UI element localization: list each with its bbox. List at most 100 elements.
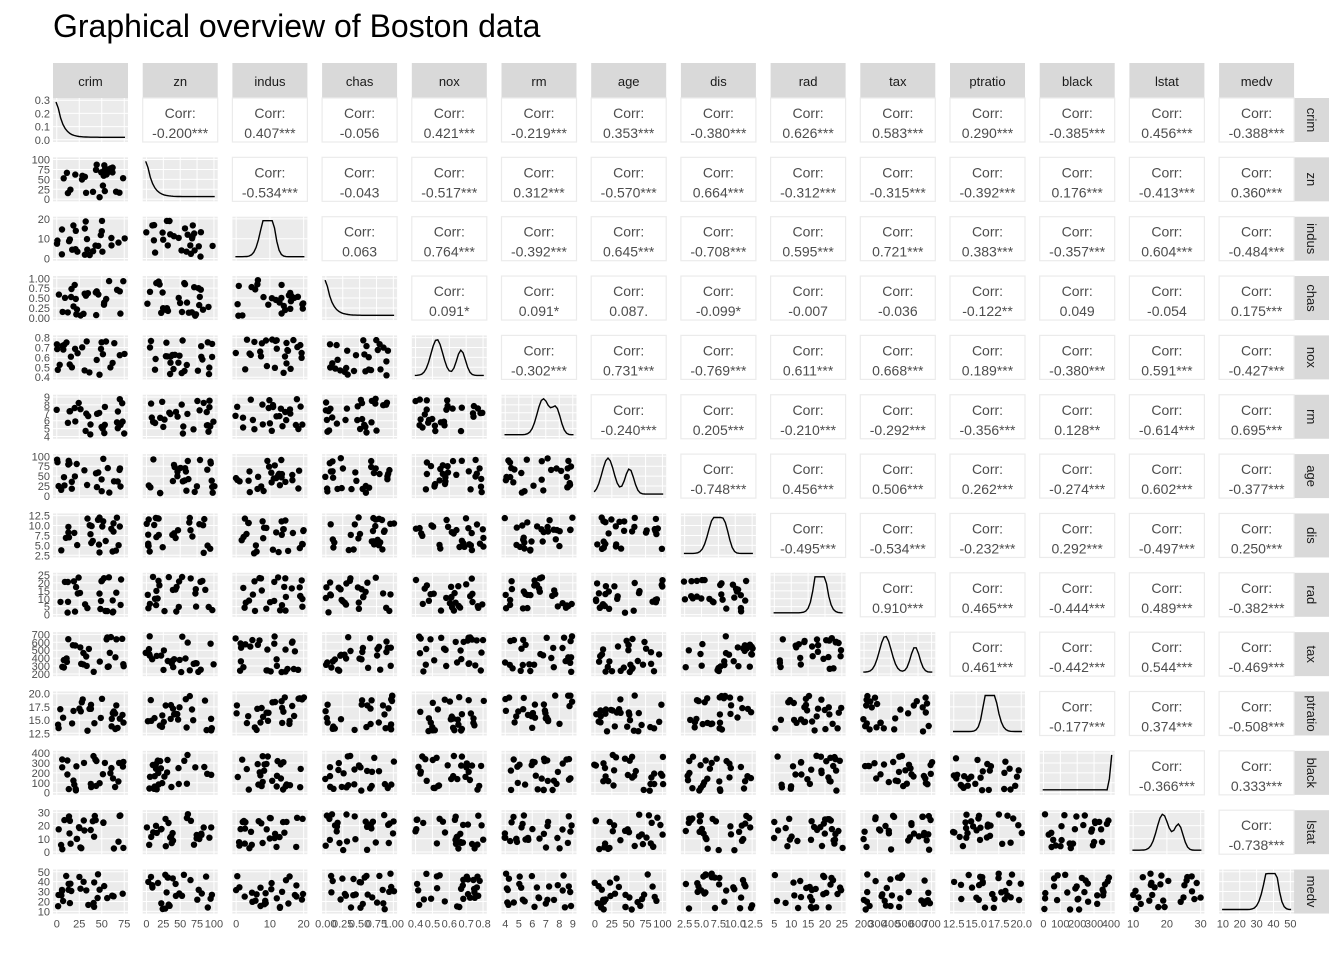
scatter-point [59, 714, 67, 721]
corr-panel-tax-vs-black [1039, 631, 1116, 677]
scatter-point [873, 700, 881, 708]
scatter-point [97, 597, 105, 605]
scatter-point [723, 605, 730, 612]
scatter-point [480, 836, 487, 843]
scatter-point [995, 811, 1003, 818]
scatter-point [826, 711, 833, 718]
scatter-point [279, 423, 286, 430]
scatter-point [143, 229, 150, 236]
scatter-point [196, 407, 203, 414]
scatter-point [260, 293, 267, 301]
scatter-point [979, 768, 986, 775]
strip-top-age [591, 63, 667, 99]
scatter-point [90, 752, 97, 760]
scatter-point [273, 662, 281, 670]
scatter-point [186, 667, 193, 674]
scatter-point [169, 875, 176, 882]
scatter-point [1041, 811, 1049, 818]
scatter-point [730, 658, 737, 665]
scatter-point [864, 692, 871, 700]
scatter-point [178, 308, 186, 316]
scatter-point [369, 818, 377, 825]
y-tick-label-crim: 0.3 [35, 95, 50, 107]
scatter-point [617, 696, 624, 703]
scatter-point [155, 577, 162, 584]
scatter-point [456, 694, 463, 701]
scatter-point [885, 830, 893, 837]
scatter-point [323, 812, 331, 819]
scatter-point [612, 523, 619, 530]
scatter-point [206, 397, 213, 404]
y-tick-label-rm: 9 [44, 392, 50, 404]
scatter-point [794, 837, 801, 845]
scatter-point [457, 427, 465, 435]
scatter-point [121, 235, 128, 242]
scatter-point [187, 527, 194, 534]
density-curve-black [1042, 754, 1113, 791]
scatter-point [245, 519, 252, 527]
scatter-point [170, 711, 178, 718]
corr-value-zn-vs-chas: -0.043 [340, 184, 380, 200]
scatter-point [255, 818, 262, 825]
scatter-point [181, 757, 188, 764]
scatter-point [546, 517, 553, 524]
scatter-point [117, 310, 124, 317]
scatter-point [348, 485, 355, 493]
y-tick-label-medv: 30 [38, 887, 50, 899]
corr-value-nox-vs-rm: -0.302*** [511, 362, 568, 378]
corr-label: Corr: [703, 105, 734, 121]
scatter-point [421, 411, 428, 418]
scatter-point [892, 715, 899, 722]
corr-value-nox-vs-black: -0.380*** [1049, 362, 1106, 378]
y-tick-label-zn: 0 [44, 194, 50, 206]
corr-panel-indus-vs-nox [411, 216, 488, 262]
scatter-point [161, 607, 168, 615]
density-curve-tax [863, 635, 933, 673]
scatter-point [949, 828, 957, 836]
x-tick-label-tax: 600 [909, 919, 927, 931]
scatter-point [283, 416, 290, 424]
scatter-point [282, 478, 289, 486]
scatter-point [1132, 905, 1140, 913]
scatter-point [609, 828, 616, 835]
scatter-point [468, 762, 476, 769]
scatter-point [178, 668, 185, 676]
y-tick-label-age: 50 [38, 471, 50, 483]
scatter-point [650, 668, 658, 675]
scatter-point [234, 403, 241, 410]
scatter-point [104, 894, 111, 902]
x-tick-label-medv: 20 [1234, 919, 1246, 931]
scatter-point [326, 460, 333, 467]
scatter-point [550, 896, 558, 904]
scatter-point [715, 664, 722, 672]
scatter-point [952, 755, 960, 762]
scatter-point [372, 465, 379, 472]
scatter-point [190, 841, 198, 848]
scatter-point [976, 836, 984, 844]
scatter-point [343, 405, 351, 412]
scatter-point [371, 754, 378, 761]
scatter-point [968, 773, 975, 780]
scatter-point [556, 720, 563, 727]
scatter-point [837, 653, 844, 660]
scatter-point [623, 637, 630, 644]
corr-value-zn-vs-rm: 0.312*** [513, 184, 565, 200]
scatter-point [93, 311, 100, 319]
corr-value-indus-vs-chas: 0.063 [342, 244, 377, 260]
scatter-point [960, 784, 967, 791]
scatter-point [464, 821, 472, 828]
corr-value-chas-vs-black: 0.049 [1060, 303, 1095, 319]
scatter-point [271, 364, 279, 371]
scatter-point [237, 640, 244, 647]
x-tick-label-zn: 0 [143, 919, 149, 931]
scatter-point [437, 465, 444, 473]
scatter-point [174, 527, 182, 534]
scatter-point [441, 696, 448, 703]
scatter-point [58, 892, 65, 899]
scatter-point [246, 468, 253, 475]
corr-panel-age-vs-black [1039, 453, 1116, 499]
scatter-point [289, 702, 296, 710]
scatter-point [591, 879, 598, 886]
strip-right-label-nox: nox [1304, 347, 1319, 368]
scatter-point [97, 231, 105, 239]
